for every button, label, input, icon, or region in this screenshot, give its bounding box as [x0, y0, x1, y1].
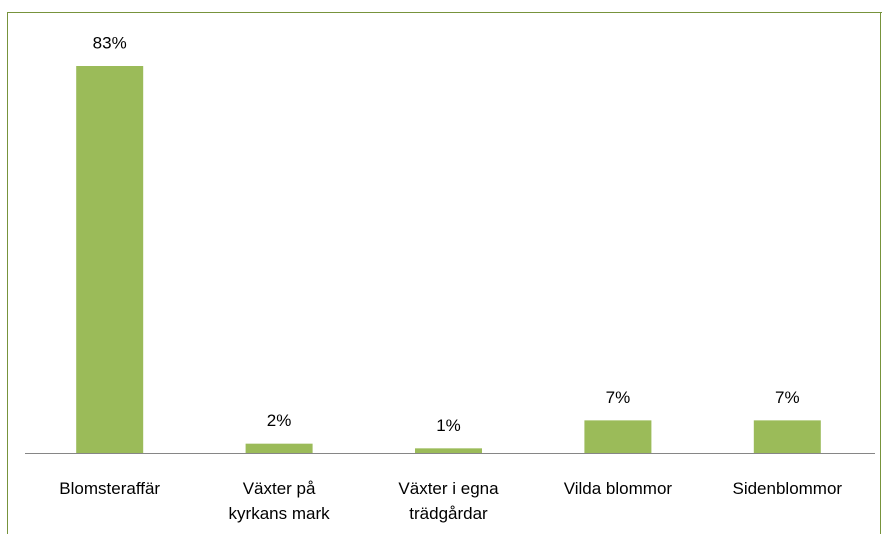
bar	[76, 66, 144, 453]
bar	[753, 420, 821, 453]
x-tick-label: Växter i egna trädgårdar	[398, 479, 499, 523]
bar	[584, 420, 652, 453]
x-tick-label: Vilda blommor	[563, 479, 673, 498]
bar	[415, 448, 482, 453]
bar	[245, 443, 313, 453]
value-label: 2%	[267, 411, 292, 430]
x-tick-label: Växter på kyrkans mark	[228, 479, 330, 523]
x-tick-label: Blomsteraffär	[59, 479, 161, 498]
x-tick-label: Sidenblommor	[732, 479, 843, 498]
value-label: 83%	[93, 33, 127, 52]
value-label: 1%	[436, 416, 461, 435]
value-label: 7%	[606, 388, 631, 407]
value-label: 7%	[775, 388, 800, 407]
